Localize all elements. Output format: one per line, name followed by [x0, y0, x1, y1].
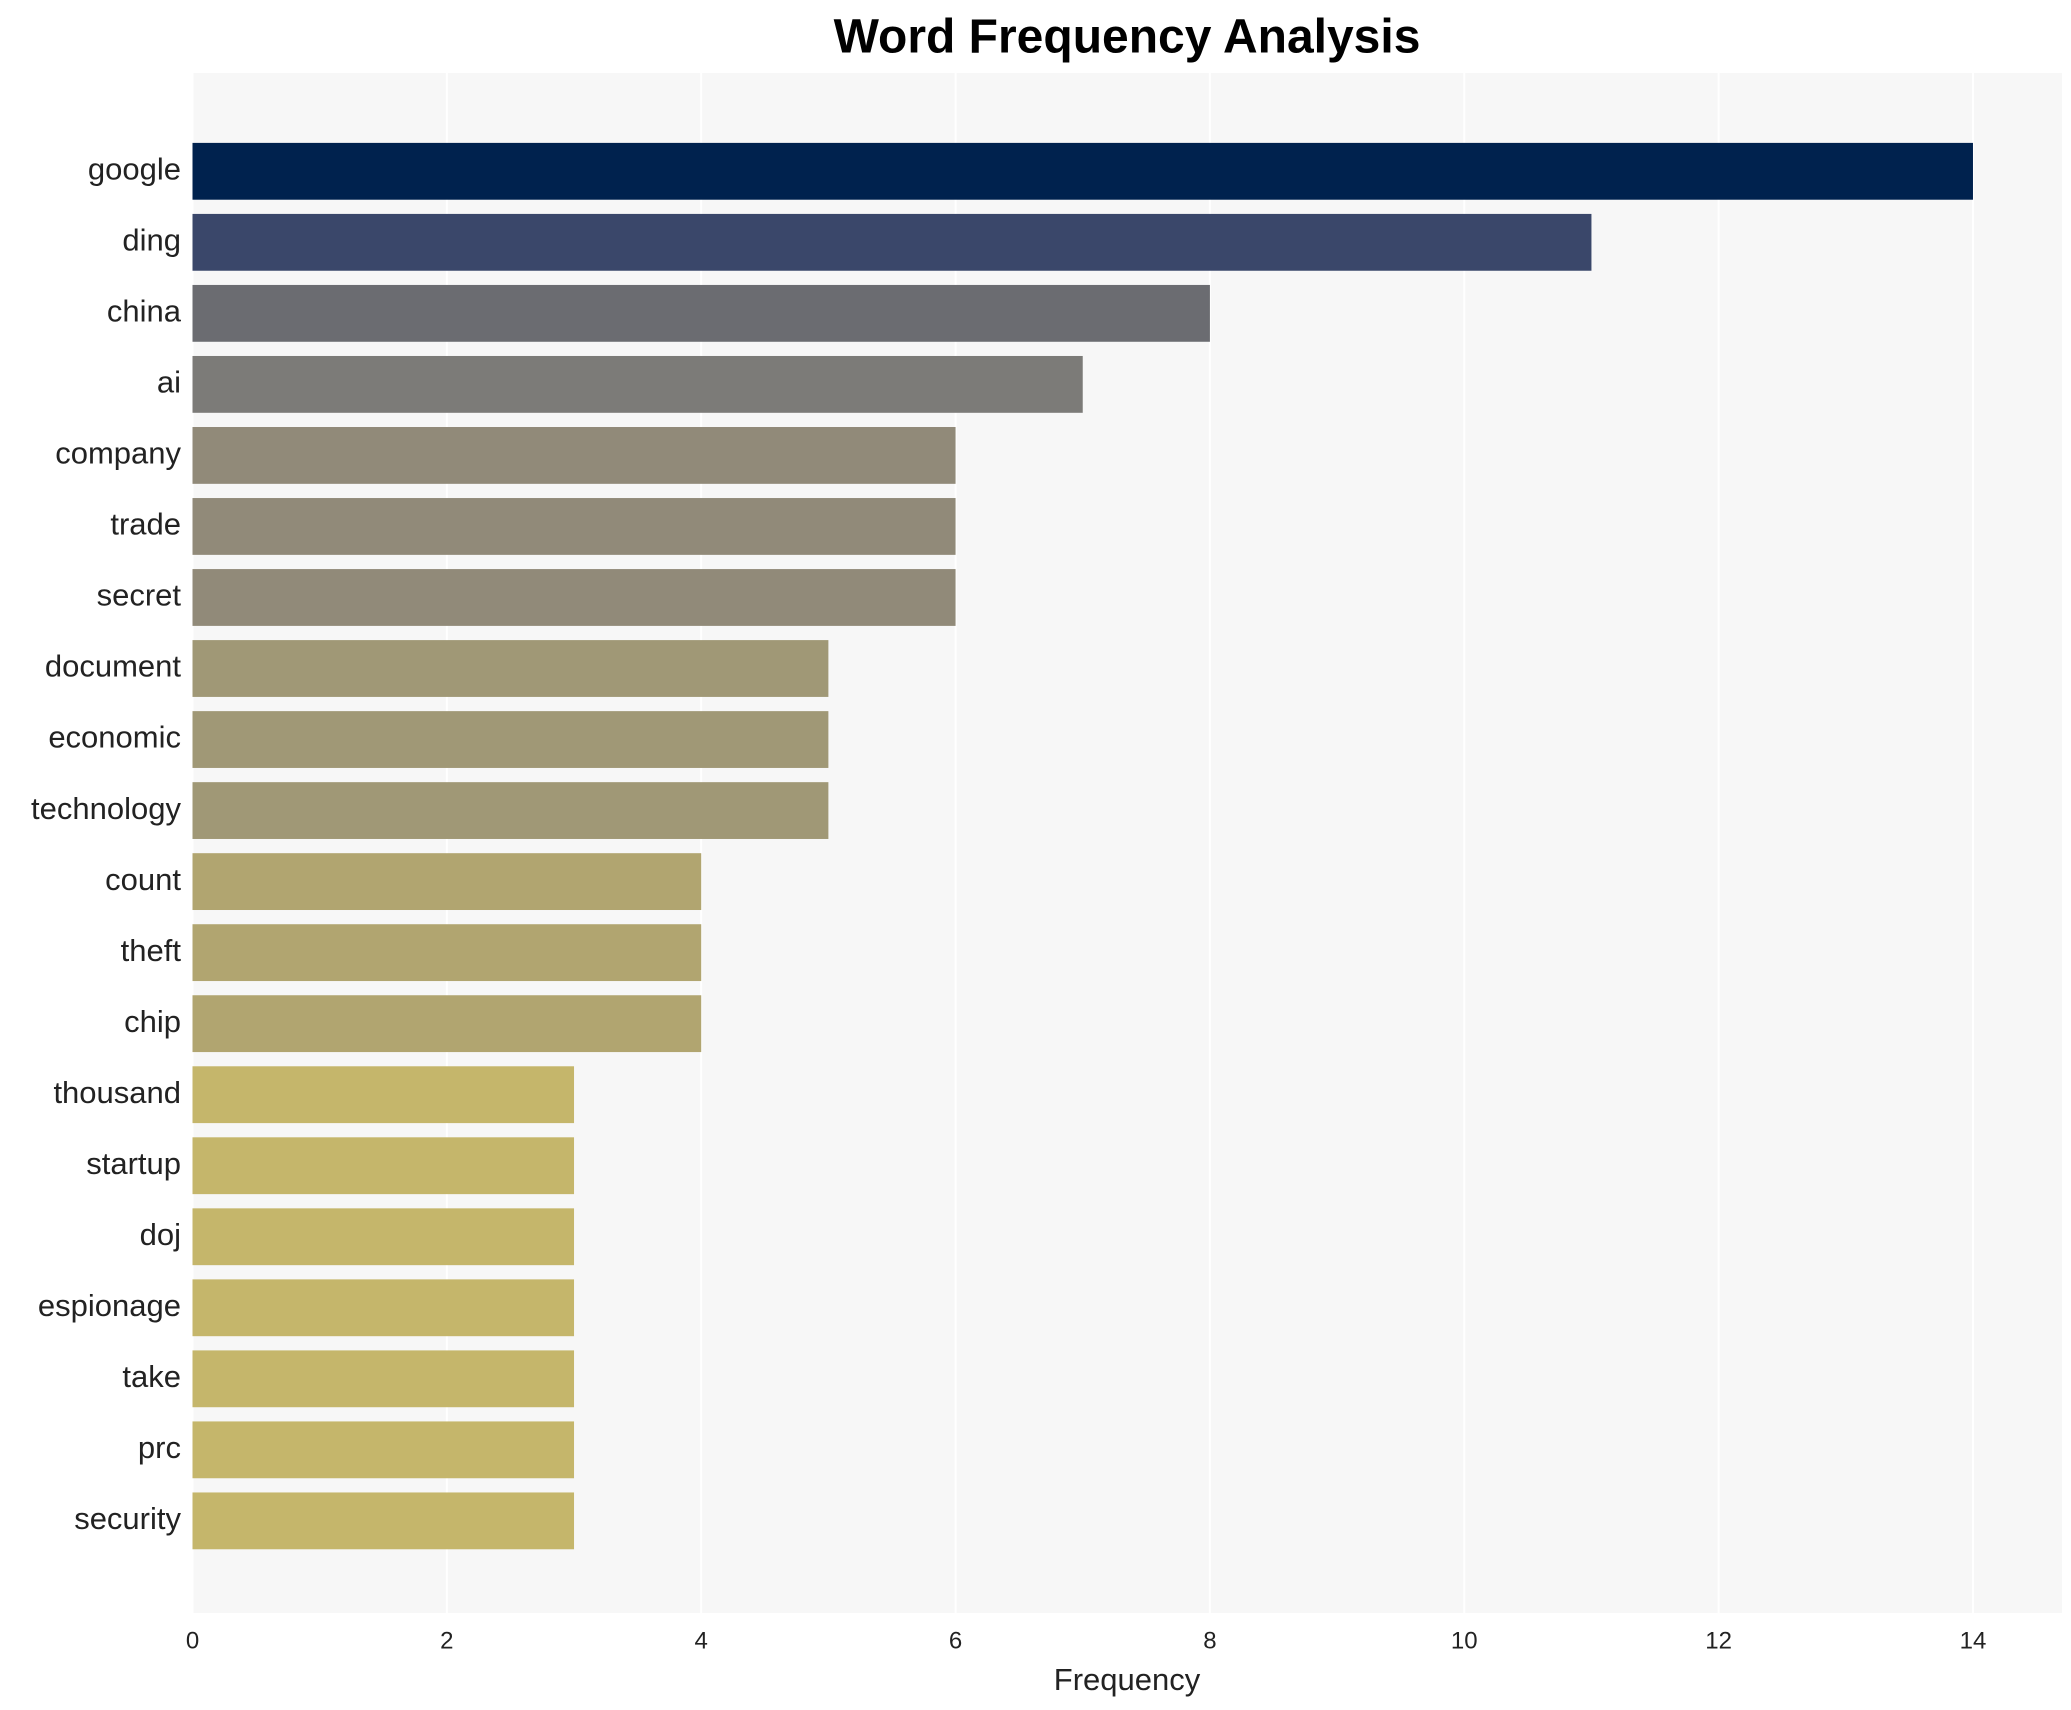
y-tick-label: google — [88, 151, 181, 186]
bar — [192, 569, 956, 626]
bar — [192, 142, 1973, 200]
chart-title: Word Frequency Analysis — [834, 11, 1421, 64]
bar — [192, 498, 956, 555]
x-tick-label: 12 — [1705, 1627, 1732, 1654]
bar — [192, 995, 702, 1053]
bar — [192, 1350, 575, 1408]
bar — [192, 284, 1210, 342]
x-tick-label: 8 — [1203, 1627, 1216, 1654]
y-tick-label: prc — [138, 1430, 181, 1465]
bar — [192, 640, 829, 697]
y-tick-label: espionage — [38, 1288, 181, 1323]
y-tick-label: secret — [97, 578, 182, 613]
y-tick-label: document — [45, 649, 182, 684]
bar — [192, 711, 829, 768]
y-tick-label: ding — [122, 223, 181, 258]
y-tick-label: thousand — [53, 1075, 181, 1110]
bar — [192, 1066, 575, 1124]
x-tick-label: 6 — [949, 1627, 962, 1654]
bar — [192, 1137, 575, 1195]
y-tick-label: china — [107, 294, 182, 329]
bar — [192, 924, 702, 982]
bar — [192, 427, 956, 484]
y-tick-label: doj — [140, 1217, 181, 1252]
x-tick-label: 14 — [1960, 1627, 1987, 1654]
y-tick-label: count — [105, 862, 181, 897]
bar — [192, 355, 1083, 413]
y-tick-label: company — [55, 436, 181, 471]
x-axis-label: Frequency — [1054, 1662, 1201, 1697]
bar — [192, 213, 1592, 271]
bar — [192, 1421, 575, 1479]
bar — [192, 1279, 575, 1337]
y-tick-label: trade — [110, 507, 181, 542]
y-tick-label: economic — [48, 720, 181, 755]
x-tick-label: 10 — [1451, 1627, 1478, 1654]
bar — [192, 853, 702, 911]
y-tick-label: take — [122, 1359, 181, 1394]
y-tick-label: technology — [31, 791, 181, 826]
x-tick-label: 2 — [440, 1627, 453, 1654]
y-tick-label: startup — [86, 1146, 181, 1181]
bar — [192, 1492, 575, 1550]
x-tick-label: 0 — [186, 1627, 199, 1654]
y-tick-label: security — [74, 1501, 181, 1536]
bar — [192, 1208, 575, 1266]
x-tick-label: 4 — [695, 1627, 708, 1654]
y-tick-label: chip — [124, 1004, 181, 1039]
y-tick-label: theft — [121, 933, 182, 968]
bar — [192, 782, 829, 839]
y-tick-label: ai — [157, 365, 181, 400]
